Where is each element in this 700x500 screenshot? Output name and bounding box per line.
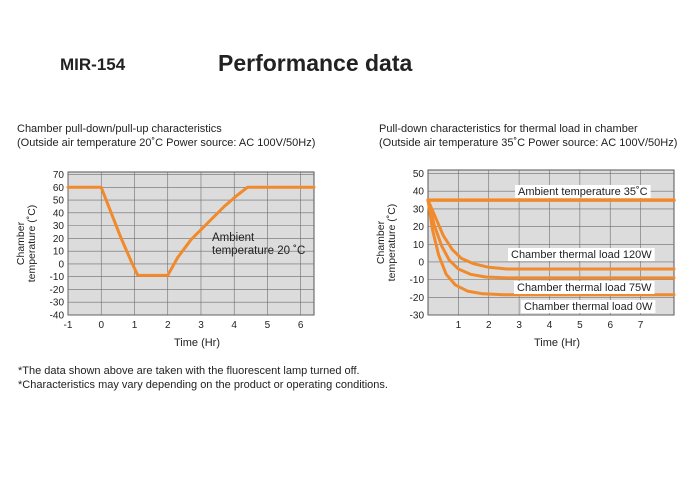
chart2-y-tick-label: 0 xyxy=(418,257,424,268)
chart1-y-tick-label: 30 xyxy=(53,221,65,232)
chart1-y-axis-label-line1: Chamber xyxy=(15,221,27,265)
chart1-caption: Chamber pull-down/pull-up characteristic… xyxy=(17,122,315,150)
chart1-y-tick-label: 20 xyxy=(53,234,65,245)
chart2-x-tick-label: 3 xyxy=(516,320,522,331)
chart2-x-tick-label: 7 xyxy=(638,320,644,331)
chart2-y-tick-label: 20 xyxy=(413,222,425,233)
chart2-series-label-bg-0 xyxy=(515,185,651,198)
chart1-x-tick-label: 4 xyxy=(231,320,237,331)
chart1-y-tick-label: 70 xyxy=(53,170,65,181)
chart2-series-label-3: Chamber thermal load 0W xyxy=(524,301,653,313)
chart2-series-line-1 xyxy=(426,198,676,271)
chart2-x-tick-label: 5 xyxy=(577,320,583,331)
chart2-series-label-bg-1 xyxy=(508,248,655,261)
chart1-x-tick-label: -1 xyxy=(64,320,73,331)
chart1-x-axis-label: Time (Hr) xyxy=(174,337,220,349)
chart1-y-tick-label: 40 xyxy=(53,208,65,219)
chart2-y-tick-label: 40 xyxy=(413,187,425,198)
chart1-x-tick-label: 6 xyxy=(298,320,304,331)
chart1-y-tick-label: -20 xyxy=(50,285,65,296)
chart2-x-tick-label: 6 xyxy=(607,320,613,331)
chart2-y-tick-label: 50 xyxy=(413,169,425,180)
chart1-annotation-line1: Ambient xyxy=(212,232,255,244)
footnote-2: *Characteristics may vary depending on t… xyxy=(18,379,388,391)
chart2-x-tick-label: 1 xyxy=(456,320,462,331)
chart2-y-tick-label: 30 xyxy=(413,204,425,215)
chart1-y-axis-label-line2: temperature (˚C) xyxy=(26,205,38,283)
chart2-series-label-2: Chamber thermal load 75W xyxy=(517,282,652,294)
chart1-y-tick-label: 10 xyxy=(53,247,65,258)
chart1-x-tick-label: 2 xyxy=(165,320,171,331)
chart1-y-tick-label: 0 xyxy=(58,259,64,270)
chart1-series-line-0 xyxy=(66,185,316,277)
chart1-x-tick-label: 5 xyxy=(265,320,271,331)
chart1-title: Chamber pull-down/pull-up characteristic… xyxy=(17,123,222,135)
chart2-y-tick-label: 10 xyxy=(413,240,425,251)
chart2-series-label-0: Ambient temperature 35˚C xyxy=(518,186,648,198)
chart1-y-tick-label: -30 xyxy=(50,298,65,309)
model-number: MIR-154 xyxy=(60,55,126,74)
footnote-1: *The data shown above are taken with the… xyxy=(18,365,360,377)
chart1-x-tick-label: 3 xyxy=(198,320,204,331)
chart2-series-label-1: Chamber thermal load 120W xyxy=(511,249,652,261)
chart2-x-tick-label: 4 xyxy=(547,320,553,331)
chart1-annotation-line2: temperature 20 ˚C xyxy=(212,245,305,257)
chart2-series-line-2 xyxy=(426,198,676,280)
chart1-y-tick-label: -40 xyxy=(50,311,65,322)
chart2-series-label-bg-3 xyxy=(521,300,656,313)
chart2-caption: Pull-down characteristics for thermal lo… xyxy=(379,122,677,150)
chart1-x-tick-label: 1 xyxy=(132,320,138,331)
chart2-y-tick-label: -30 xyxy=(410,311,425,322)
chart2-y-axis-label-line1: Chamber xyxy=(375,220,387,264)
chart2-series-line-3 xyxy=(426,198,676,297)
chart2-y-tick-label: -20 xyxy=(410,293,425,304)
chart1-y-tick-label: 50 xyxy=(53,196,65,207)
chart1-y-tick-label: -10 xyxy=(50,272,65,283)
footnotes: *The data shown above are taken with the… xyxy=(18,364,388,392)
page-title: Performance data xyxy=(218,50,413,76)
chart2-subtitle: (Outside air temperature 35˚C Power sour… xyxy=(379,137,678,149)
chart2-x-axis-label: Time (Hr) xyxy=(534,337,580,349)
chart2-y-tick-label: -10 xyxy=(410,275,425,286)
chart2-x-tick-label: 2 xyxy=(486,320,492,331)
chart2-y-axis-label-line2: temperature (˚C) xyxy=(386,204,398,282)
chart2-series-label-bg-2 xyxy=(514,281,655,294)
chart1-x-tick-label: 0 xyxy=(98,320,104,331)
chart2-title: Pull-down characteristics for thermal lo… xyxy=(379,123,638,135)
chart1-subtitle: (Outside air temperature 20˚C Power sour… xyxy=(17,137,316,149)
chart1-plot-area xyxy=(67,171,315,316)
chart1-y-tick-label: 60 xyxy=(53,183,65,194)
